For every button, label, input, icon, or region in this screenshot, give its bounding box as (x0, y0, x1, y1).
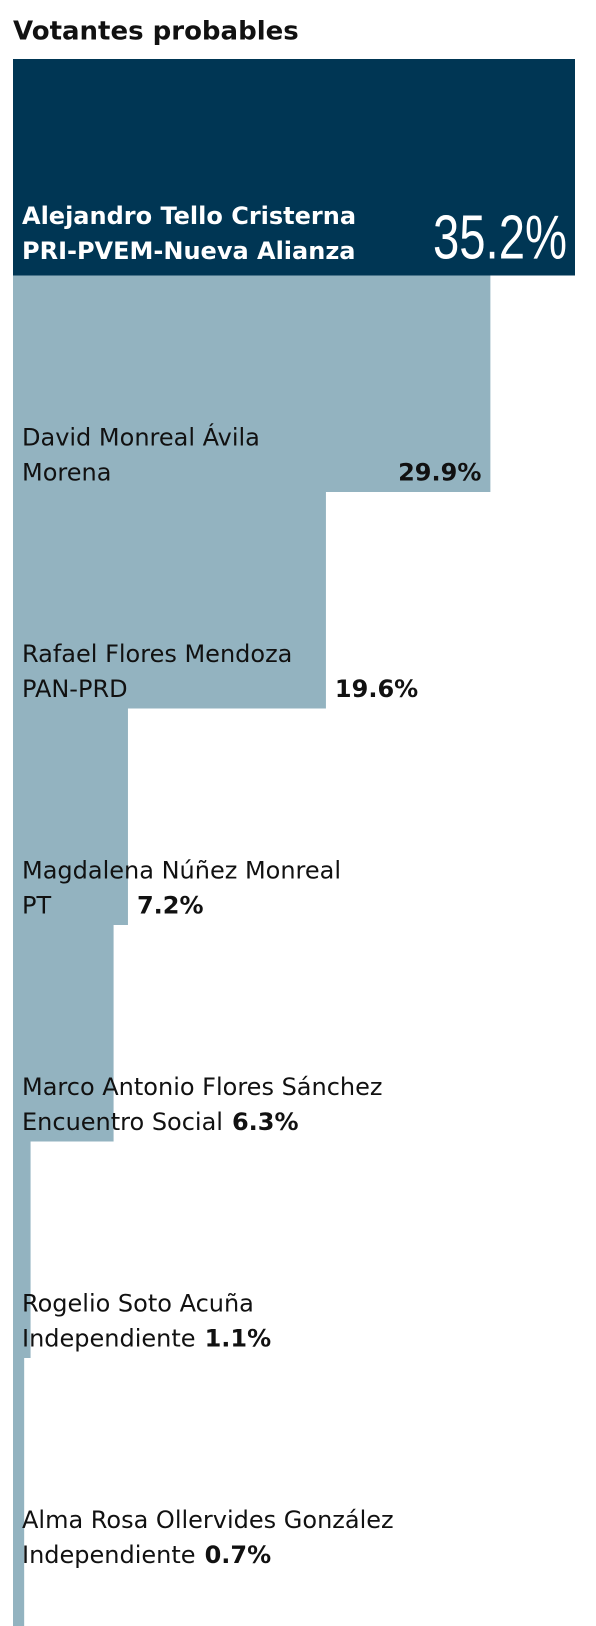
value-label: 35.2% (433, 203, 567, 272)
bar (13, 708, 128, 925)
party-name: PT (22, 892, 51, 920)
value-label: 1.1% (205, 1325, 272, 1353)
candidate-name: Marco Antonio Flores Sánchez (22, 1073, 383, 1101)
bar (13, 925, 114, 1142)
party-name: Independiente (22, 1541, 196, 1569)
candidate-name: Alejandro Tello Cristerna (22, 202, 356, 230)
chart-title: Votantes probables (13, 17, 299, 47)
value-label: 6.3% (232, 1108, 299, 1136)
party-name: Independiente (22, 1325, 196, 1353)
party-name: PRI-PVEM-Nueva Alianza (22, 237, 355, 265)
candidate-name: David Monreal Ávila (22, 423, 260, 452)
bar (13, 1358, 25, 1626)
candidate-name: Rafael Flores Mendoza (22, 640, 292, 668)
bar (13, 275, 491, 492)
value-label: 19.6% (335, 675, 418, 703)
value-label: 29.9% (398, 459, 481, 487)
value-label: 0.7% (205, 1541, 272, 1569)
party-name: Morena (22, 459, 111, 487)
bar (13, 492, 326, 709)
party-name: PAN-PRD (22, 675, 128, 703)
candidate-name: Magdalena Núñez Monreal (22, 857, 341, 885)
candidate-name: Alma Rosa Ollervides González (22, 1506, 394, 1534)
party-name: Encuentro Social (22, 1108, 223, 1136)
candidate-name: Rogelio Soto Acuña (22, 1290, 254, 1318)
value-label: 7.2% (137, 892, 204, 920)
bar (13, 59, 575, 276)
bar (13, 1141, 31, 1358)
